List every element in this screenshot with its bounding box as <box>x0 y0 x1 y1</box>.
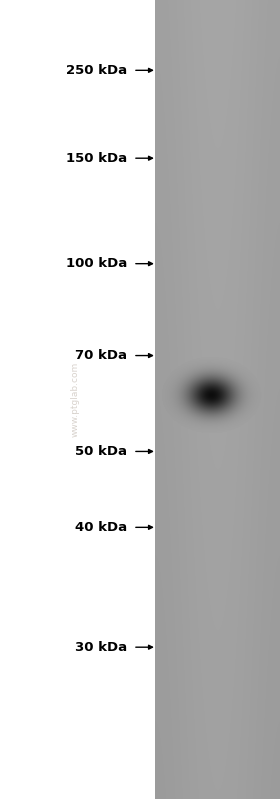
Text: 250 kDa: 250 kDa <box>66 64 127 77</box>
Text: 50 kDa: 50 kDa <box>75 445 127 458</box>
Text: 30 kDa: 30 kDa <box>75 641 127 654</box>
Text: 40 kDa: 40 kDa <box>75 521 127 534</box>
Text: 100 kDa: 100 kDa <box>66 257 127 270</box>
Text: www.ptglab.com: www.ptglab.com <box>71 362 80 437</box>
Text: 70 kDa: 70 kDa <box>75 349 127 362</box>
Text: 150 kDa: 150 kDa <box>66 152 127 165</box>
